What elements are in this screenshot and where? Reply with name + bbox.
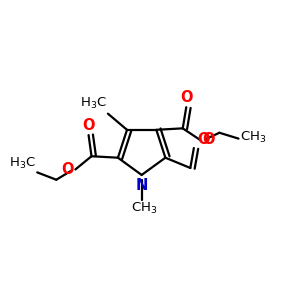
Text: O: O xyxy=(180,90,193,105)
Text: H$_3$C: H$_3$C xyxy=(80,96,106,111)
Text: CH$_3$: CH$_3$ xyxy=(240,130,266,145)
Text: O: O xyxy=(61,162,74,177)
Text: CH$_3$: CH$_3$ xyxy=(131,201,158,217)
Text: O: O xyxy=(197,132,209,147)
Text: O: O xyxy=(202,132,214,147)
Text: H$_3$C: H$_3$C xyxy=(9,156,36,171)
Text: N: N xyxy=(136,178,148,194)
Text: O: O xyxy=(82,118,95,133)
